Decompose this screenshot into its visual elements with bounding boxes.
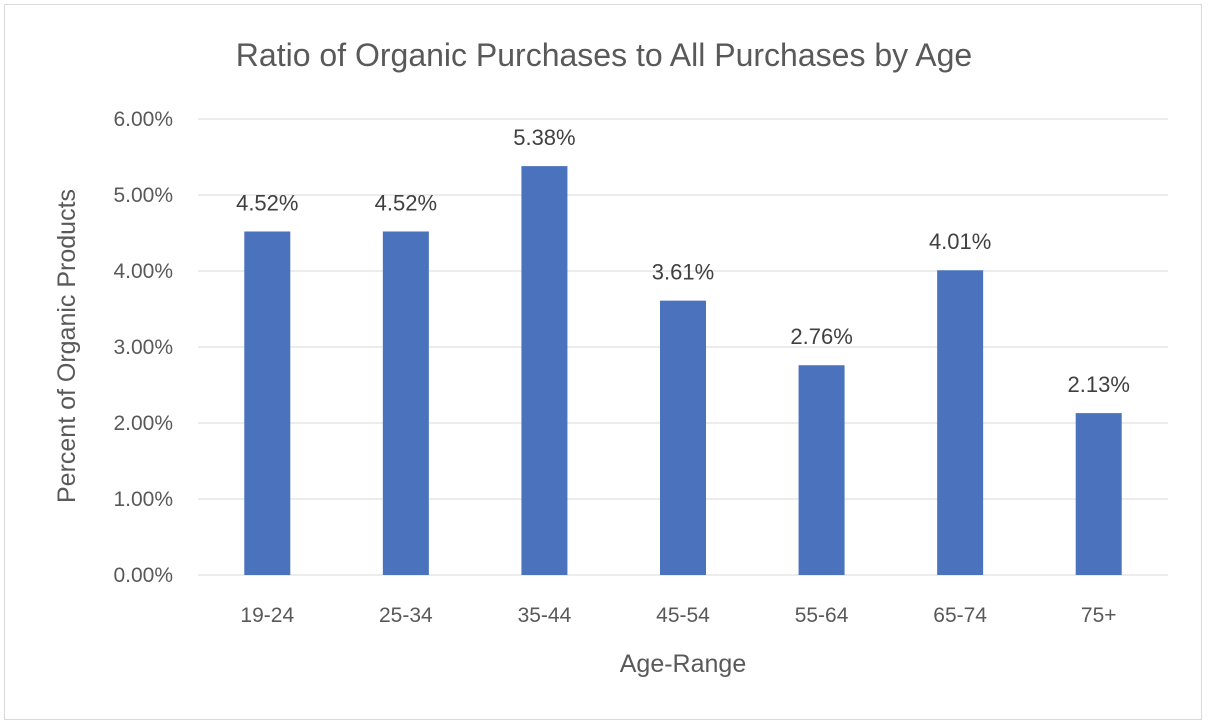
x-tick-label: 25-34 [379, 604, 433, 627]
y-tick-label: 5.00% [113, 184, 173, 207]
bar-19-24 [244, 231, 291, 576]
bar-45-54 [660, 300, 706, 575]
x-tick-label: 55-64 [795, 604, 849, 627]
bar-65-74 [937, 270, 984, 575]
bar-35-44 [521, 166, 568, 575]
x-axis-title: Age-Range [620, 650, 746, 678]
data-label: 2.13% [1068, 372, 1130, 397]
data-label: 2.76% [790, 324, 852, 349]
data-label: 4.01% [929, 229, 991, 254]
gridlines [198, 118, 1168, 576]
bars [244, 166, 1122, 576]
x-tick-label: 75+ [1081, 604, 1117, 627]
x-tick-label: 35-44 [518, 604, 572, 627]
data-label: 3.61% [652, 260, 714, 285]
y-tick-label: 3.00% [113, 336, 173, 359]
bar-55-64 [798, 365, 845, 575]
y-tick-label: 0.00% [113, 564, 173, 587]
x-tick-label: 19-24 [240, 604, 294, 627]
y-tick-label: 4.00% [113, 260, 173, 283]
y-tick-label: 1.00% [113, 488, 173, 511]
chart-title: Ratio of Organic Purchases to All Purcha… [236, 37, 972, 73]
data-label: 5.38% [513, 125, 575, 150]
y-tick-label: 6.00% [113, 108, 173, 131]
bar-25-34 [382, 231, 429, 576]
x-axis-tick-labels: 19-24 25-34 35-44 45-54 55-64 65-74 75+ [240, 604, 1116, 627]
data-label: 4.52% [375, 190, 437, 215]
bar-75+ [1075, 413, 1122, 575]
y-axis-title: Percent of Organic Products [53, 189, 81, 503]
y-tick-label: 2.00% [113, 412, 173, 435]
data-labels: 4.52% 4.52% 5.38% 3.61% 2.76% 4.01% 2.13% [236, 125, 1130, 397]
y-axis-tick-labels: 0.00% 1.00% 2.00% 3.00% 4.00% 5.00% 6.00% [113, 108, 173, 587]
chart-frame [4, 4, 1202, 720]
x-tick-label: 65-74 [933, 604, 987, 627]
x-tick-label: 45-54 [656, 604, 710, 627]
data-label: 4.52% [236, 190, 298, 215]
